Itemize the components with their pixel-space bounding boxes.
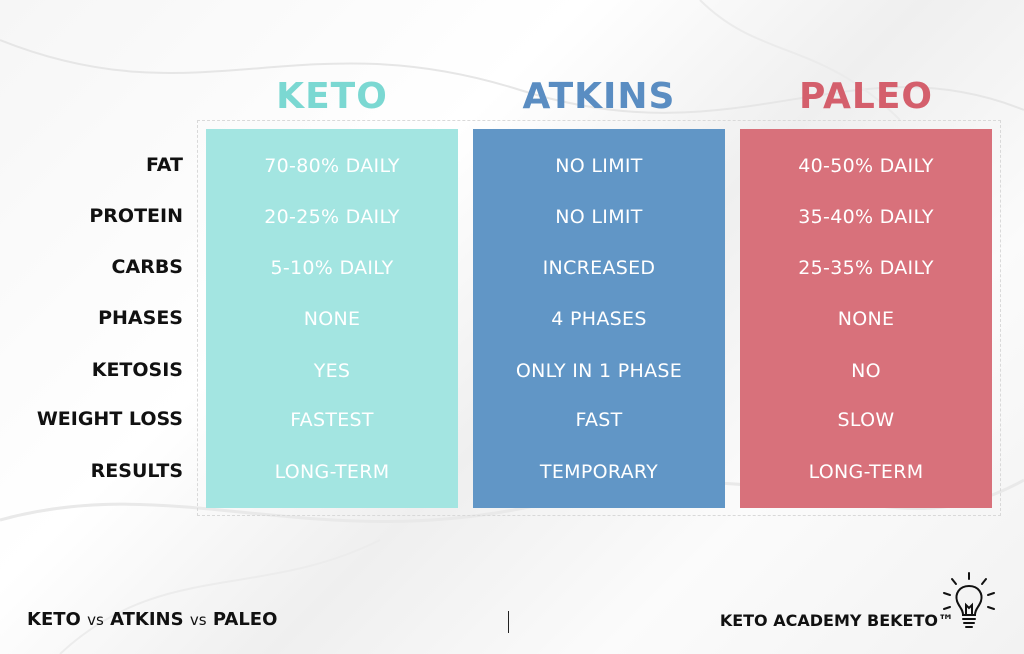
lightbulb-icon [943, 572, 995, 628]
paleo-phases: NONE [837, 308, 895, 330]
keto-weight-loss: FASTEST [290, 409, 374, 431]
atkins-ketosis: ONLY IN 1 PHASE [515, 360, 683, 382]
row-label-results: RESULTS [90, 460, 183, 482]
paleo-ketosis: NO [851, 360, 881, 382]
paleo-protein: 35-40% DAILY [798, 206, 934, 228]
keto-results: LONG-TERM [274, 461, 390, 483]
paleo-carbs: 25-35% DAILY [798, 257, 934, 279]
atkins-fat: NO LIMIT [555, 155, 643, 177]
row-label-ketosis: KETOSIS [91, 359, 183, 381]
keto-protein: 20-25% DAILY [264, 206, 400, 228]
atkins-results: TEMPORARY [539, 461, 659, 483]
row-label-carbs: CARBS [111, 256, 183, 278]
atkins-protein: NO LIMIT [555, 206, 643, 228]
atkins-heading: ATKINS [522, 76, 676, 117]
atkins-column: NO LIMIT NO LIMIT INCREASED 4 PHASES ONL… [473, 129, 725, 508]
table-frame [197, 120, 1001, 516]
atkins-phases: 4 PHASES [551, 308, 647, 330]
row-label-phases: PHASES [98, 307, 183, 329]
paleo-fat: 40-50% DAILY [798, 155, 934, 177]
footer-brand: KETO ACADEMY BEKETO™ [719, 611, 954, 630]
footer-vs-1: vs [87, 611, 104, 629]
atkins-weight-loss: FAST [575, 409, 623, 431]
paleo-heading: PALEO [798, 76, 934, 117]
paleo-column: 40-50% DAILY 35-40% DAILY 25-35% DAILY N… [740, 129, 992, 508]
keto-ketosis: YES [313, 360, 351, 382]
keto-heading: KETO [276, 76, 388, 117]
keto-column: 70-80% DAILY 20-25% DAILY 5-10% DAILY NO… [206, 129, 458, 508]
keto-carbs: 5-10% DAILY [270, 257, 394, 279]
footer-title: KETO vs ATKINS vs PALEO [27, 609, 277, 630]
atkins-carbs: INCREASED [542, 257, 656, 279]
keto-fat: 70-80% DAILY [264, 155, 400, 177]
footer-paleo: PALEO [212, 609, 278, 630]
footer-keto: KETO [27, 609, 81, 630]
footer-vs-2: vs [189, 611, 207, 629]
row-label-fat: FAT [146, 154, 183, 176]
footer-atkins: ATKINS [110, 609, 184, 630]
paleo-results: LONG-TERM [808, 461, 924, 483]
footer-divider [508, 611, 509, 633]
row-label-weight-loss: WEIGHT LOSS [36, 408, 183, 430]
keto-phases: NONE [303, 308, 361, 330]
paleo-weight-loss: SLOW [837, 409, 895, 431]
row-label-protein: PROTEIN [89, 205, 183, 227]
